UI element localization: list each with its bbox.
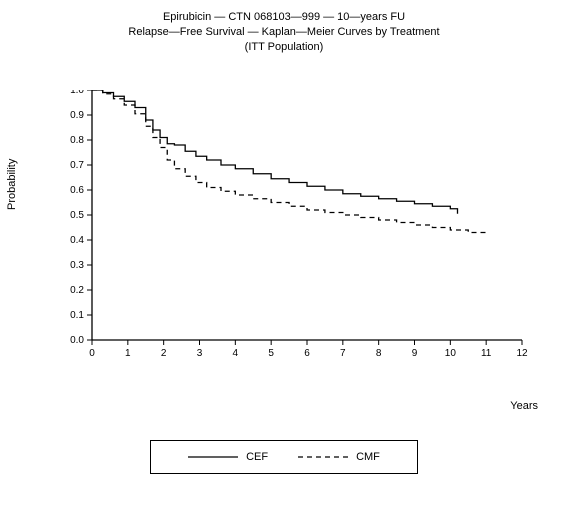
svg-text:0.2: 0.2	[70, 285, 84, 296]
legend-label-cmf: CMF	[356, 451, 380, 463]
svg-text:0.9: 0.9	[70, 110, 84, 121]
svg-text:0.7: 0.7	[70, 160, 84, 171]
svg-text:0.0: 0.0	[70, 335, 84, 346]
legend: CEF CMF	[150, 440, 418, 474]
page-root: Epirubicin — CTN 068103—999 — 10—years F…	[0, 0, 568, 511]
svg-text:12: 12	[516, 348, 528, 359]
chart-title: Epirubicin — CTN 068103—999 — 10—years F…	[0, 10, 568, 55]
svg-text:6: 6	[304, 348, 310, 359]
x-axis-label: Years	[510, 400, 538, 412]
svg-text:9: 9	[412, 348, 418, 359]
km-chart-svg: 0.00.10.20.30.40.50.60.70.80.91.00123456…	[40, 90, 538, 390]
svg-text:1.0: 1.0	[70, 90, 84, 96]
title-line-2: Relapse—Free Survival — Kaplan—Meier Cur…	[0, 25, 568, 40]
svg-text:2: 2	[161, 348, 167, 359]
title-line-1: Epirubicin — CTN 068103—999 — 10—years F…	[0, 10, 568, 25]
y-axis-label: Probability	[6, 159, 18, 210]
legend-swatch-cef	[188, 451, 238, 463]
svg-text:0.5: 0.5	[70, 210, 84, 221]
svg-text:0.1: 0.1	[70, 310, 84, 321]
svg-text:1: 1	[125, 348, 131, 359]
legend-item-cmf: CMF	[298, 451, 380, 463]
svg-text:0.6: 0.6	[70, 185, 84, 196]
chart-area: 0.00.10.20.30.40.50.60.70.80.91.00123456…	[40, 90, 538, 370]
title-line-3: (ITT Population)	[0, 40, 568, 55]
svg-text:4: 4	[233, 348, 239, 359]
svg-text:8: 8	[376, 348, 382, 359]
legend-item-cef: CEF	[188, 451, 268, 463]
svg-text:5: 5	[268, 348, 274, 359]
svg-text:10: 10	[445, 348, 457, 359]
svg-text:0: 0	[89, 348, 95, 359]
svg-text:3: 3	[197, 348, 203, 359]
svg-text:0.8: 0.8	[70, 135, 84, 146]
svg-text:11: 11	[481, 348, 492, 359]
legend-swatch-cmf	[298, 451, 348, 463]
legend-label-cef: CEF	[246, 451, 268, 463]
svg-text:0.4: 0.4	[70, 235, 84, 246]
svg-text:0.3: 0.3	[70, 260, 84, 271]
svg-text:7: 7	[340, 348, 346, 359]
